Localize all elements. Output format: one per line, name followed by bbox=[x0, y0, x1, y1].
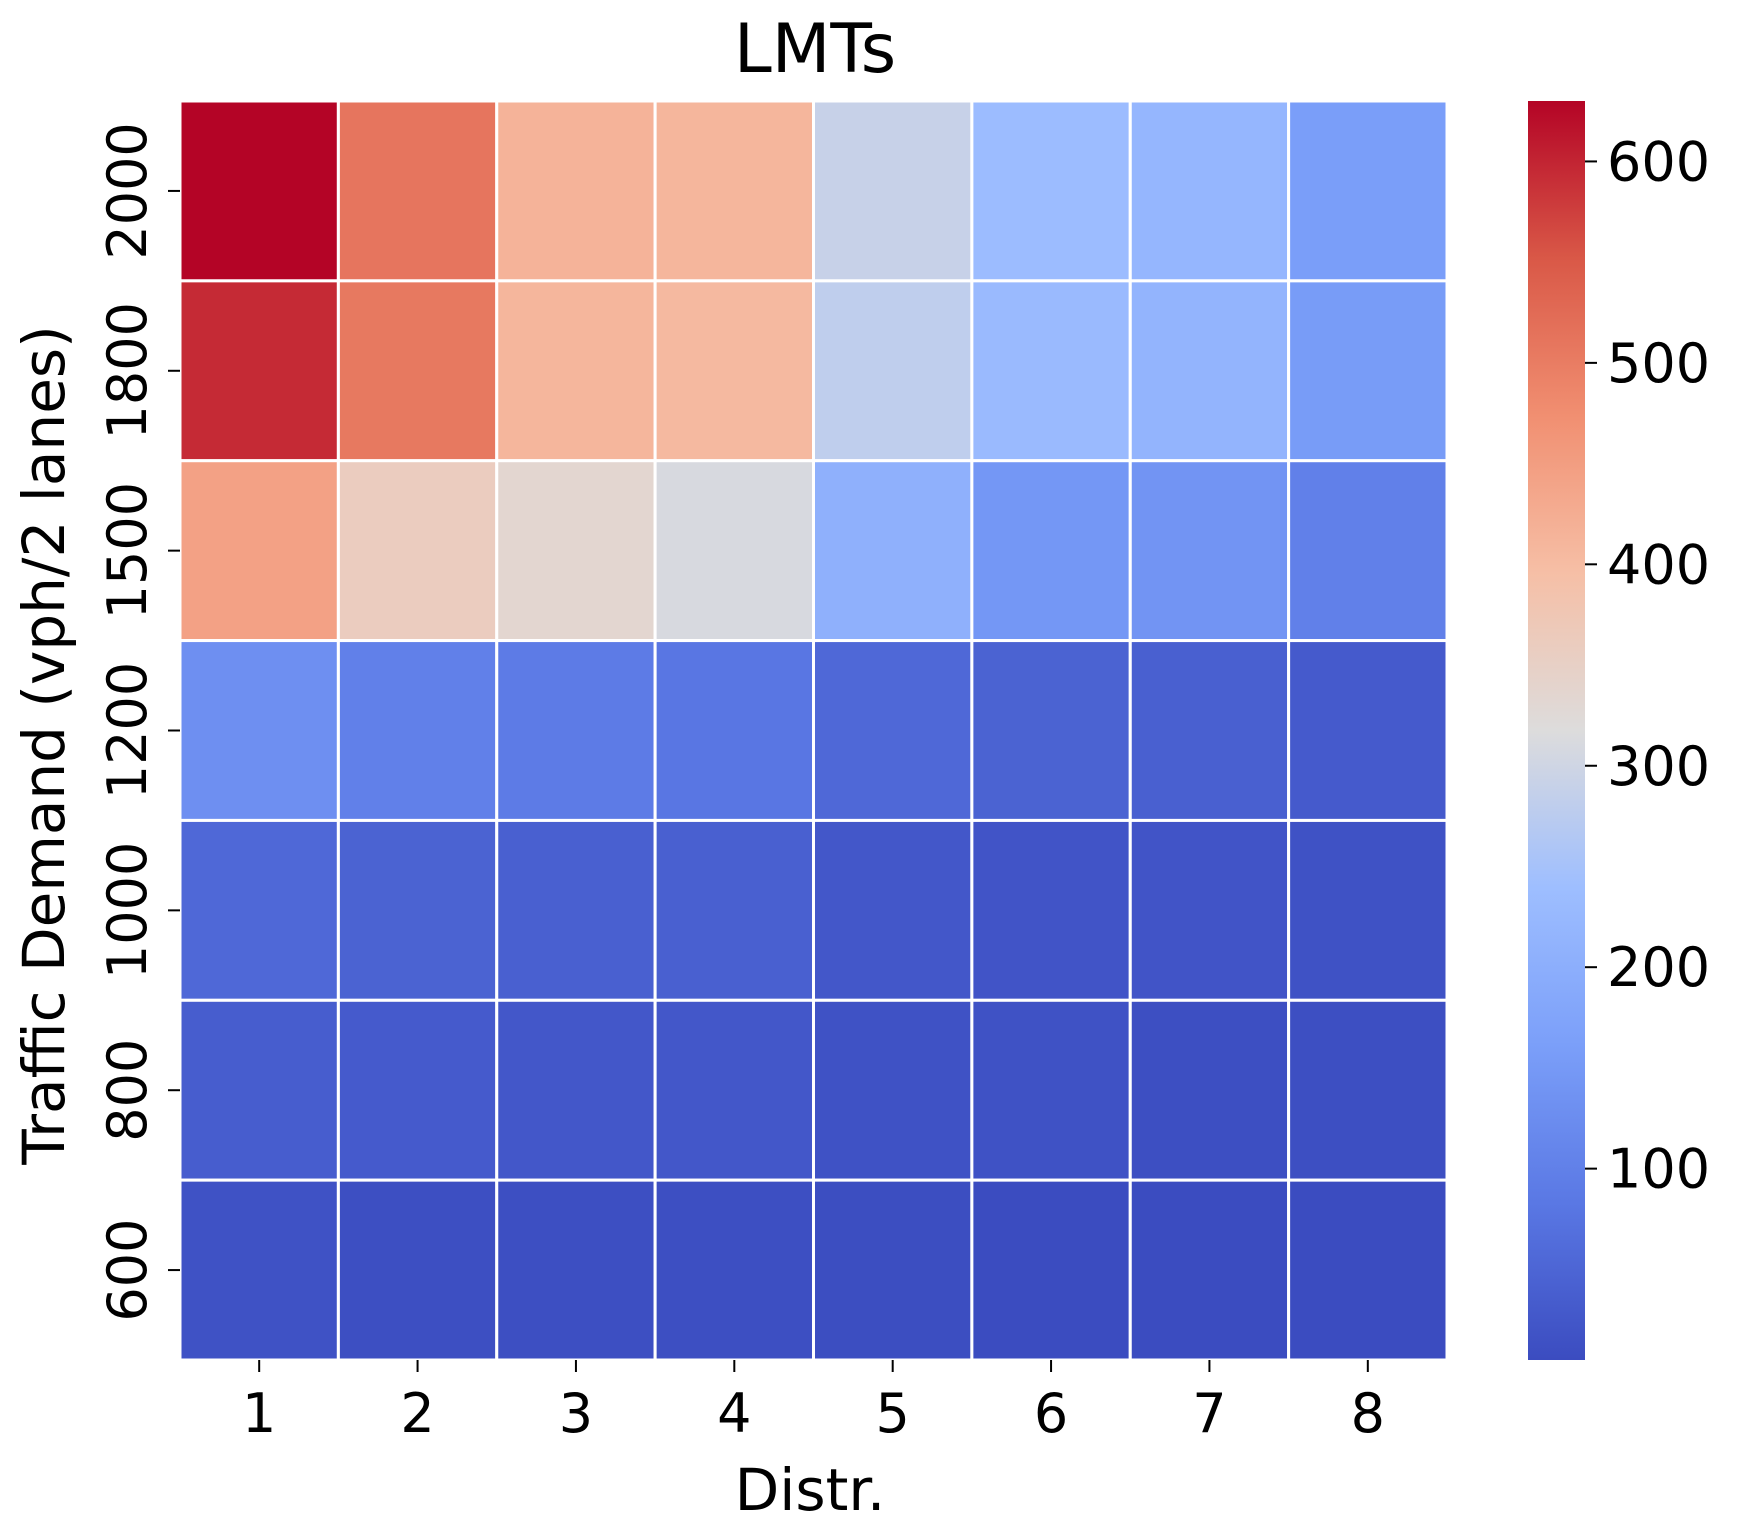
colorbar-tick-label: 300 bbox=[1607, 735, 1710, 798]
heatmap-cell bbox=[1128, 998, 1291, 1182]
colorbar-tick-label: 500 bbox=[1607, 332, 1710, 395]
x-tick-label: 8 bbox=[1351, 1382, 1385, 1445]
heatmap-cell bbox=[970, 639, 1132, 822]
heatmap-cell bbox=[1128, 1178, 1291, 1362]
colorbar-tick-label: 400 bbox=[1607, 533, 1710, 596]
heatmap-cell bbox=[178, 639, 340, 822]
heatmap-cell bbox=[495, 818, 657, 1002]
heatmap-cell bbox=[653, 99, 815, 283]
y-tick-label: 1200 bbox=[96, 662, 159, 799]
heatmap-cell bbox=[178, 998, 340, 1182]
heatmap-cell bbox=[336, 459, 499, 643]
heatmap-cell bbox=[812, 1178, 974, 1362]
heatmap-cell bbox=[1287, 818, 1449, 1002]
heatmap-cell bbox=[336, 1178, 499, 1362]
heatmap-cell bbox=[336, 818, 499, 1002]
heatmap-cell bbox=[1287, 459, 1449, 643]
x-tick-label: 2 bbox=[400, 1382, 434, 1445]
heatmap-cell bbox=[178, 99, 340, 283]
y-axis-label: Traffic Demand (vph/2 lanes) bbox=[10, 325, 78, 1165]
x-axis-ticks: 1 2 3 4 5 6 7 8 bbox=[242, 1360, 1385, 1445]
heatmap-cell bbox=[970, 279, 1132, 463]
heatmap-cell bbox=[1287, 639, 1449, 822]
heatmap-cell bbox=[1128, 279, 1291, 463]
heatmap-cell bbox=[970, 998, 1132, 1182]
heatmap-cell bbox=[495, 639, 657, 822]
heatmap-cell bbox=[653, 279, 815, 463]
heatmap-cell bbox=[1128, 818, 1291, 1002]
heatmap-cell bbox=[336, 279, 499, 463]
heatmap-cell bbox=[1287, 998, 1449, 1182]
y-axis-ticks: 2000 1800 1500 1200 1000 800 600 bbox=[96, 122, 180, 1322]
heatmap-cell bbox=[178, 1178, 340, 1362]
colorbar-gradient bbox=[1528, 101, 1585, 1360]
heatmap-cell bbox=[1128, 639, 1291, 822]
heatmap-cell bbox=[812, 639, 974, 822]
heatmap-cell bbox=[1128, 99, 1291, 283]
heatmap-cell bbox=[495, 279, 657, 463]
heatmap-cell bbox=[495, 1178, 657, 1362]
x-tick-label: 5 bbox=[876, 1382, 910, 1445]
heatmap-cell bbox=[495, 459, 657, 643]
heatmap-cell bbox=[812, 279, 974, 463]
y-tick-label: 1500 bbox=[96, 482, 159, 619]
heatmap-cell bbox=[1287, 1178, 1449, 1362]
heatmap-cell bbox=[653, 818, 815, 1002]
heatmap-cell bbox=[812, 998, 974, 1182]
heatmap-cell bbox=[495, 998, 657, 1182]
heatmap-cell bbox=[970, 1178, 1132, 1362]
heatmap-cell bbox=[1287, 279, 1449, 463]
x-axis-label: Distr. bbox=[735, 1456, 886, 1524]
heatmap-cell bbox=[970, 459, 1132, 643]
heatmap-cell bbox=[495, 99, 657, 283]
heatmap-cell bbox=[178, 818, 340, 1002]
heatmap-cell bbox=[1287, 99, 1449, 283]
heatmap-cell bbox=[178, 279, 340, 463]
x-tick-label: 3 bbox=[559, 1382, 593, 1445]
heatmap-cell bbox=[178, 459, 340, 643]
x-tick-label: 7 bbox=[1192, 1382, 1226, 1445]
heatmap-cell bbox=[1128, 459, 1291, 643]
colorbar-tick-label: 600 bbox=[1607, 130, 1710, 193]
y-tick-label: 800 bbox=[96, 1039, 159, 1142]
heatmap-cell bbox=[653, 1178, 815, 1362]
heatmap-cell bbox=[970, 99, 1132, 283]
heatmap-cell bbox=[812, 459, 974, 643]
heatmap-cell bbox=[653, 459, 815, 643]
heatmap-cells bbox=[178, 99, 1449, 1362]
heatmap-cell bbox=[336, 639, 499, 822]
heatmap-cell bbox=[653, 998, 815, 1182]
heatmap-cell bbox=[970, 818, 1132, 1002]
heatmap-cell bbox=[336, 998, 499, 1182]
heatmap-cell bbox=[336, 99, 499, 283]
colorbar: 100 200 300 400 500 600 bbox=[1528, 101, 1710, 1360]
y-tick-label: 2000 bbox=[96, 122, 159, 259]
colorbar-tick-label: 100 bbox=[1607, 1138, 1710, 1201]
x-tick-label: 6 bbox=[1034, 1382, 1068, 1445]
y-tick-label: 1800 bbox=[96, 302, 159, 439]
colorbar-ticks: 100 200 300 400 500 600 bbox=[1585, 130, 1710, 1201]
colorbar-tick-label: 200 bbox=[1607, 936, 1710, 999]
x-tick-label: 1 bbox=[242, 1382, 276, 1445]
heatmap-cell bbox=[812, 99, 974, 283]
x-tick-label: 4 bbox=[717, 1382, 751, 1445]
y-tick-label: 600 bbox=[96, 1219, 159, 1322]
y-tick-label: 1000 bbox=[96, 842, 159, 979]
heatmap-cell bbox=[812, 818, 974, 1002]
chart-title: LMTs bbox=[734, 10, 896, 89]
heatmap-cell bbox=[653, 639, 815, 822]
